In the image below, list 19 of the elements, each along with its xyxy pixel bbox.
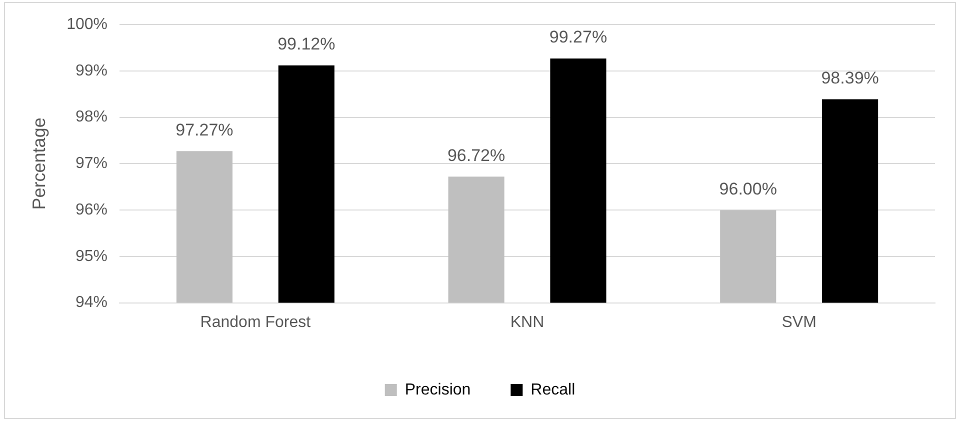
x-tick-label: KNN: [510, 314, 544, 331]
data-label: 99.12%: [278, 34, 336, 54]
data-label: 97.27%: [176, 120, 234, 140]
data-label: 96.72%: [447, 146, 506, 165]
legend-label: Recall: [530, 381, 576, 398]
y-tick-label: 97%: [75, 155, 108, 172]
legend-label: Precision: [404, 381, 471, 398]
x-tick-label: SVM: [782, 314, 816, 331]
y-axis-title: Percentage: [28, 118, 49, 210]
data-label: 96.00%: [719, 179, 777, 198]
data-label: 98.39%: [821, 68, 879, 88]
y-tick-label: 98%: [75, 108, 108, 126]
data-label: 99.27%: [549, 28, 608, 47]
y-tick-label: 100%: [66, 16, 108, 34]
x-tick-label: Random Forest: [200, 314, 312, 331]
y-tick-label: 96%: [75, 201, 108, 218]
y-tick-label: 95%: [75, 248, 108, 265]
y-tick-label: 99%: [75, 62, 108, 80]
y-tick-label: 94%: [75, 294, 108, 312]
